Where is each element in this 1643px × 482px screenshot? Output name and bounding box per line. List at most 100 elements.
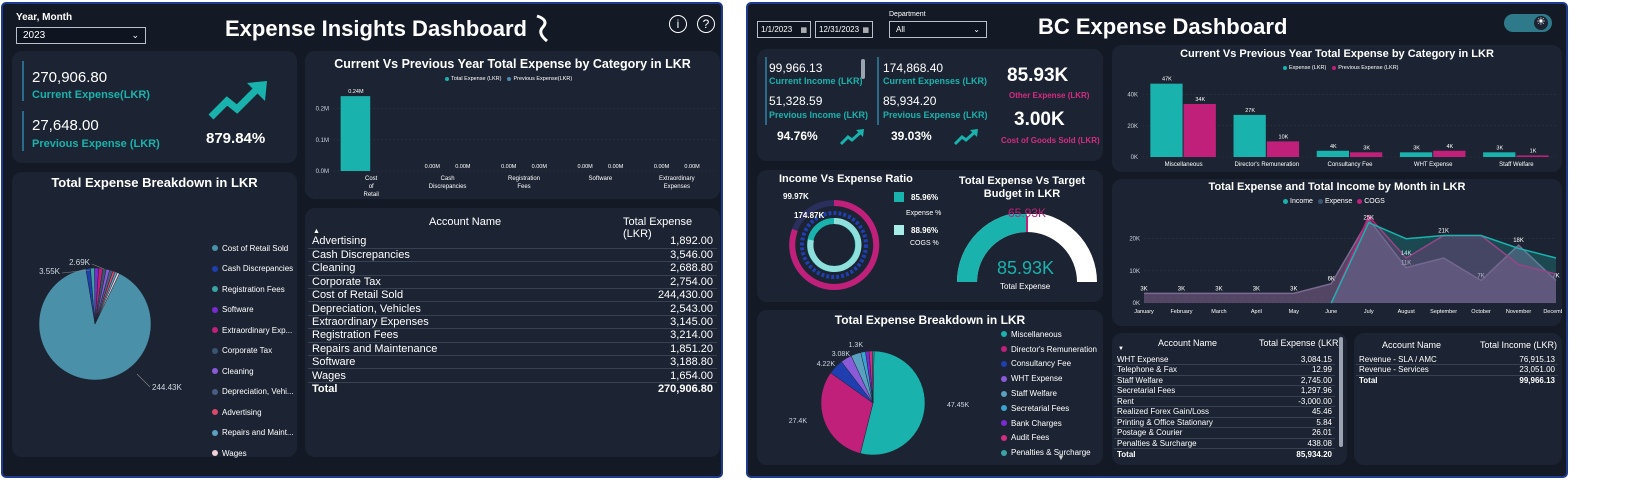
legend-item[interactable]: Repairs and Maint... [212,423,294,444]
cell-value: 23,051.00 [1491,364,1558,376]
current-expenses-value: 174,868.40 [883,61,944,75]
legend-swatch [1001,390,1007,397]
x-tick-label: Cost [365,176,378,182]
current-income-value: 99,966.13 [769,61,823,75]
line-income [1330,221,1557,304]
table-row[interactable]: Cost of Retail Sold 244,430.00 [308,288,717,303]
legend-swatch [212,347,218,354]
legend-label: Secretarial Fees [1011,403,1070,413]
legend-item[interactable]: Software [212,300,294,321]
cell-value: 76,915.13 [1491,354,1558,365]
legend-item[interactable]: Secretarial Fees [1001,401,1097,416]
legend-item[interactable]: Miscellaneous [1001,327,1097,342]
help-icon[interactable]: ? [697,15,715,33]
expense-pct-swatch [894,192,904,202]
table-row[interactable]: Corporate Tax 2,754.00 [308,275,717,290]
table-col-total-expense[interactable]: Total Expense (LKR) [1259,338,1342,348]
table-row[interactable]: Advertising 1,892.00 [308,235,717,249]
pie-data-label: 1.3K [849,342,864,349]
toggle-knob [1534,16,1548,30]
info-icon[interactable]: i [669,15,687,33]
legend-swatch [212,245,218,252]
cell-account-name: Software [308,355,586,370]
pie-slice-miscellaneous [860,350,926,456]
legend-item[interactable]: Cash Discrepancies [212,259,294,280]
legend-item[interactable]: WHT Expense [1001,371,1097,386]
theme-toggle[interactable]: ☀ [1504,14,1552,32]
x-tick-label: March [1211,309,1226,315]
table-row[interactable]: Software 3,188.80 [308,355,717,370]
legend-swatch [1001,375,1007,382]
legend-swatch [1001,360,1007,367]
year-month-dropdown[interactable]: 2023 ⌄ [16,27,146,44]
legend-item[interactable]: Director's Remuneration [1001,342,1097,357]
x-tick-label: Extraordinary [659,176,695,182]
pie-legend: Miscellaneous Director's Remuneration Cons… [1001,327,1097,460]
legend-item[interactable]: Advertising [212,402,294,423]
income-change-pct: 94.76% [777,129,818,143]
legend-item[interactable]: Consultancy Fee [1001,357,1097,372]
income-table-panel: Account Name Total Income (LKR) Revenue … [1354,333,1562,465]
expense-table: WHT Expense 3,084.15 Telephone & Fax 12.99 S… [1114,354,1335,459]
legend-item[interactable]: Extraordinary Exp... [212,320,294,341]
legend-item[interactable]: Depreciation, Vehi... [212,382,294,403]
table-row[interactable]: Revenue - Services 23,051.00 [1356,364,1558,376]
table-scrollbar[interactable] [1339,337,1343,447]
table-col-total-income[interactable]: Total Income (LKR) [1480,340,1558,350]
table-row[interactable]: Cash Discrepancies 3,546.00 [308,248,717,263]
table-col-account-name[interactable]: Account Name [1158,338,1218,348]
table-row[interactable]: Cleaning 2,688.80 [308,261,717,276]
legend-swatch [212,388,218,395]
scroll-indicator[interactable] [861,59,865,79]
table-row[interactable]: Telephone & Fax 12.99 [1114,364,1335,376]
sort-up-icon[interactable]: ▲ [313,228,320,235]
legend-swatch [1001,434,1007,441]
table-row[interactable]: Printing & Office Stationary 5.84 [1114,417,1335,428]
table-row[interactable]: Realized Forex Gain/Loss 45.46 [1114,406,1335,418]
x-tick-label: Retail [364,192,379,198]
table-row[interactable]: Staff Welfare 2,745.00 [1114,375,1335,386]
pie-slice-wages [94,272,120,325]
x-tick-label: November [1506,309,1532,315]
scroll-down-icon[interactable]: ▼ [1057,453,1065,462]
legend-item[interactable]: Cost of Retail Sold [212,238,294,259]
trend-up-icon [953,129,978,146]
table-col-account-name[interactable]: Account Name [1382,340,1442,350]
date-to-input[interactable]: 12/31/2023 ▦ [815,21,873,38]
table-row[interactable]: Rent -3,000.00 [1114,396,1335,407]
legend-item[interactable]: Cleaning [212,361,294,382]
table-row[interactable]: Registration Fees 3,214.00 [308,328,717,343]
date-from-input[interactable]: 1/1/2023 ▦ [757,21,811,38]
table-col-account-name[interactable]: Account Name [429,216,502,228]
data-label: 0.00M [654,164,670,170]
table-row[interactable]: Penalties & Surcharge 438.08 [1114,438,1335,449]
table-row[interactable]: Secretarial Fees 1,297.96 [1114,385,1335,397]
pie-data-label: 2.69K [69,258,91,267]
department-dropdown[interactable]: All ⌄ [889,21,987,38]
cell-value: 2,745.00 [1270,375,1335,386]
legend-item[interactable]: Bank Charges [1001,416,1097,431]
legend-item[interactable]: Audit Fees [1001,431,1097,446]
x-tick-label: January [1134,309,1154,315]
legend-item[interactable]: Corporate Tax [212,341,294,362]
table-row[interactable]: Postage & Courier 26.01 [1114,427,1335,439]
other-expense-label: Other Expense (LKR) [1009,91,1090,100]
table-row[interactable]: Wages 1,654.00 [308,368,717,383]
sort-down-icon[interactable]: ▼ [1118,346,1124,352]
legend-item[interactable]: Wages [212,443,294,464]
table-row[interactable]: Revenue - SLA / AMC 76,915.13 [1356,354,1558,365]
table-row[interactable]: Extraordinary Expenses 3,145.00 [308,315,717,330]
legend-item[interactable]: Staff Welfare [1001,386,1097,401]
x-tick-label: December [1543,309,1562,315]
current-expense-value: 270,906.80 [32,69,108,86]
department-value: All [896,25,905,34]
bar-expense-lkr- [1483,152,1516,157]
table-row[interactable]: Depreciation, Vehicles 2,543.00 [308,301,717,316]
pie-data-label: 3.55K [39,267,61,276]
x-tick-label: Staff Welfare [1499,162,1534,168]
legend-label: Registration Fees [222,284,285,294]
table-row[interactable]: WHT Expense 3,084.15 [1114,354,1335,365]
legend-item[interactable]: Registration Fees [212,279,294,300]
table-row[interactable]: Repairs and Maintenance 1,851.20 [308,342,717,357]
legend-item[interactable]: Penalties & Surcharge [1001,445,1097,460]
